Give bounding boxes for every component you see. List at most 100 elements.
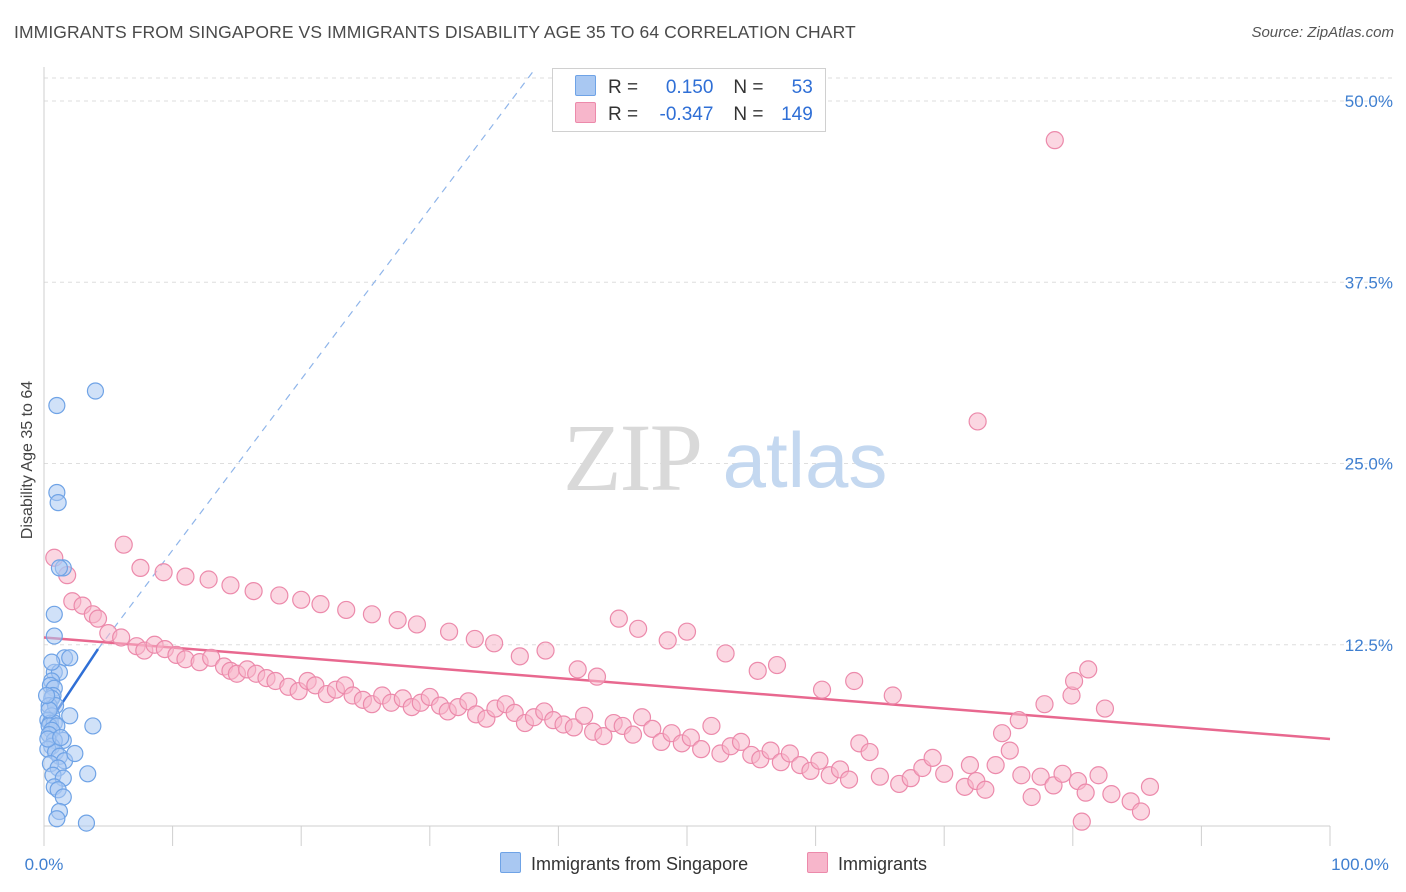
correlation-legend: R = 0.150 N = 53 R = -0.347 N = 149	[552, 68, 826, 132]
data-point-immigrants	[632, 708, 652, 727]
legend-label-immigrants: Immigrants	[838, 854, 928, 874]
data-point-immigrants	[1031, 767, 1050, 786]
data-point-immigrants	[1095, 699, 1115, 718]
data-point-immigrants	[292, 590, 311, 609]
data-point-immigrants	[176, 567, 195, 586]
legend-r-value: -0.347	[659, 104, 714, 125]
data-point-immigrants	[960, 755, 980, 775]
data-point-immigrants	[901, 769, 920, 788]
data-point-immigrants	[594, 726, 613, 746]
data-point-singapore	[50, 559, 69, 577]
data-point-singapore	[45, 605, 63, 623]
data-point-immigrants	[870, 767, 890, 786]
data-point-immigrants	[609, 609, 628, 628]
data-point-immigrants	[935, 764, 954, 783]
watermark-zip: ZIP	[563, 404, 701, 511]
data-point-singapore	[48, 810, 66, 828]
legend-swatch-immigrants	[807, 852, 828, 873]
data-point-immigrants	[112, 628, 131, 647]
legend-row-singapore: R = 0.150 N = 53	[575, 75, 813, 101]
data-point-singapore	[49, 494, 67, 512]
data-point-immigrants	[587, 667, 607, 686]
data-point-immigrants	[1089, 766, 1108, 785]
data-point-immigrants	[270, 586, 289, 605]
data-point-singapore	[66, 744, 84, 763]
data-point-immigrants	[748, 661, 767, 680]
data-point-immigrants	[311, 595, 330, 614]
data-point-immigrants	[407, 615, 427, 634]
data-point-immigrants	[692, 740, 711, 759]
legend-row-immigrants: R = -0.347 N = 149	[575, 102, 813, 128]
legend-swatch-singapore	[500, 852, 521, 873]
data-point-immigrants	[658, 631, 677, 650]
data-point-singapore	[84, 717, 102, 735]
chart-title: IMMIGRANTS FROM SINGAPORE VS IMMIGRANTS …	[14, 22, 856, 42]
source-label: Source: ZipAtlas.com	[1251, 24, 1394, 41]
data-point-singapore	[61, 649, 79, 667]
y-tick-label: 50.0%	[1345, 92, 1393, 111]
data-point-immigrants	[677, 622, 697, 641]
data-point-singapore	[77, 814, 96, 832]
data-point-immigrants	[1072, 812, 1091, 831]
data-point-immigrants	[1000, 741, 1019, 760]
data-point-immigrants	[731, 732, 751, 752]
watermark-atlas: atlas	[723, 416, 888, 504]
data-point-singapore	[37, 686, 56, 705]
data-point-immigrants	[810, 751, 829, 770]
data-point-immigrants	[465, 629, 484, 649]
data-point-immigrants	[1012, 766, 1031, 785]
data-point-immigrants	[568, 660, 587, 679]
series-legend-immigrants: Immigrants	[807, 852, 927, 875]
tick-labels: 12.5% 25.0% 37.5% 50.0% 0.0% 100.0%	[25, 92, 1393, 874]
data-point-immigrants	[1079, 660, 1098, 679]
data-point-immigrants	[860, 742, 879, 762]
legend-n-label: N =	[733, 104, 764, 125]
data-point-immigrants	[536, 641, 555, 660]
data-point-immigrants	[767, 655, 787, 675]
data-point-immigrants	[154, 563, 173, 582]
data-point-immigrants	[114, 535, 133, 554]
data-point-immigrants	[131, 558, 150, 578]
data-point-singapore	[43, 653, 61, 671]
data-point-immigrants	[575, 706, 594, 725]
data-point-immigrants	[88, 609, 108, 628]
data-point-immigrants	[362, 605, 382, 624]
data-point-immigrants	[1022, 787, 1041, 807]
data-point-immigrants	[564, 718, 583, 737]
legend-n-value: 53	[791, 77, 813, 98]
trend-extension-singapore	[97, 71, 534, 650]
data-point-singapore	[54, 788, 72, 806]
data-point-singapore	[79, 765, 97, 783]
y-tick-label: 12.5%	[1345, 636, 1393, 655]
data-point-immigrants	[1053, 764, 1072, 783]
data-point-immigrants	[1009, 711, 1028, 730]
data-point-immigrants	[337, 600, 356, 620]
data-point-immigrants	[388, 610, 407, 630]
data-point-singapore	[86, 382, 105, 400]
data-point-immigrants	[1131, 802, 1151, 821]
data-point-immigrants	[986, 755, 1005, 775]
data-point-immigrants	[845, 671, 864, 691]
data-point-immigrants	[1064, 671, 1084, 691]
data-point-immigrants	[883, 686, 902, 705]
data-point-immigrants	[510, 647, 529, 666]
data-point-singapore	[52, 728, 70, 747]
data-point-immigrants	[199, 570, 218, 589]
legend-n-label: N =	[733, 77, 764, 98]
data-point-immigrants	[1102, 784, 1121, 804]
trend-line-immigrants	[43, 636, 1331, 741]
data-point-immigrants	[1140, 777, 1160, 796]
legend-n-value: 149	[781, 104, 813, 125]
data-point-immigrants	[968, 412, 987, 431]
legend-r-label: R =	[608, 77, 639, 98]
data-point-immigrants	[1045, 131, 1064, 150]
data-point-immigrants	[780, 744, 799, 763]
data-point-immigrants	[702, 716, 721, 736]
data-point-immigrants	[485, 634, 504, 653]
legend-swatch-singapore	[575, 75, 596, 96]
data-point-immigrants	[839, 770, 859, 789]
x-tick-label: 100.0%	[1331, 855, 1389, 874]
data-point-immigrants	[761, 741, 780, 760]
data-point-immigrants	[244, 581, 263, 601]
legend-r-label: R =	[608, 104, 639, 125]
